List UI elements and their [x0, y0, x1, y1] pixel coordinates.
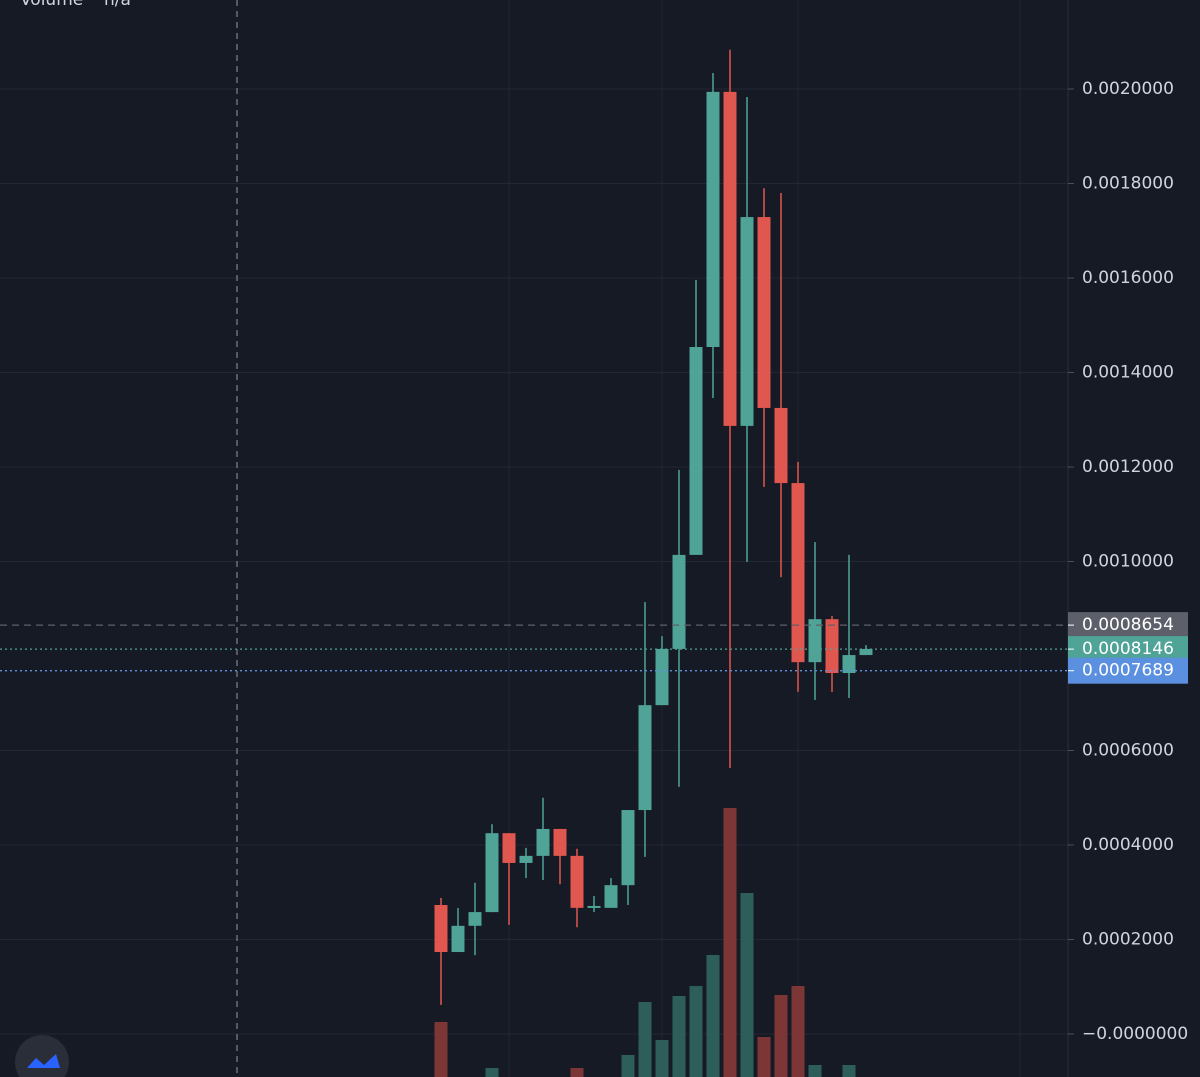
price-label: 0.0007689 — [1082, 661, 1174, 681]
volume-bar — [757, 1037, 771, 1077]
y-tick-label: 0.0022000 — [1082, 0, 1174, 5]
y-tick-label: 0.0020000 — [1082, 79, 1174, 99]
candle-body — [502, 833, 516, 863]
volume-bar — [791, 986, 805, 1077]
candle-body — [621, 810, 635, 886]
volume-bar — [570, 1068, 584, 1077]
volume-bar — [723, 808, 737, 1077]
candle-body — [485, 833, 499, 913]
y-tick-label: 0.0016000 — [1082, 268, 1174, 288]
candle-body — [434, 905, 448, 953]
candle-body — [757, 217, 771, 408]
logo-icon[interactable] — [27, 1054, 60, 1068]
price-label-box — [1068, 657, 1188, 684]
candle-body — [451, 925, 465, 953]
volume-bar — [808, 1065, 822, 1077]
volume-bar — [842, 1065, 856, 1077]
y-tick-label: 0.0010000 — [1082, 552, 1174, 572]
volume-bar — [434, 1022, 448, 1077]
volume-bar — [621, 1055, 635, 1077]
volume-bar — [655, 1040, 669, 1077]
volume-bar — [774, 995, 788, 1077]
candle-body — [604, 885, 618, 908]
candle-body — [519, 855, 533, 863]
candle-body — [859, 648, 873, 656]
candle-body — [672, 554, 686, 649]
candle-body — [825, 619, 839, 674]
y-tick-label: 0.0018000 — [1082, 174, 1174, 194]
y-tick-label: 0.0002000 — [1082, 930, 1174, 950]
price-label: 0.0008146 — [1082, 639, 1174, 659]
y-tick-label: 0.0012000 — [1082, 457, 1174, 477]
candle-body — [774, 407, 788, 484]
price-label: 0.0008654 — [1082, 615, 1174, 635]
volume-bar — [638, 1002, 652, 1077]
candle-body — [655, 648, 669, 706]
candle-body — [842, 655, 856, 674]
candle-body — [536, 828, 550, 856]
volume-bar — [689, 986, 703, 1077]
y-tick-label: 0.0006000 — [1082, 741, 1174, 761]
candle-body — [553, 828, 567, 856]
candle-body — [570, 855, 584, 908]
volume-value: n/a — [104, 0, 131, 10]
candle-body — [587, 905, 601, 908]
candle-body — [706, 91, 720, 347]
candle-body — [468, 912, 482, 926]
y-tick-label: −0.0000000 — [1082, 1024, 1188, 1044]
y-tick-label: 0.0014000 — [1082, 363, 1174, 383]
candle-body — [638, 705, 652, 811]
volume-bar — [485, 1068, 499, 1077]
candle-body — [740, 217, 754, 426]
volume-bar — [706, 955, 720, 1077]
candle-body — [791, 483, 805, 663]
candle-body — [689, 346, 703, 555]
logo[interactable] — [15, 1035, 69, 1077]
candle-body — [808, 619, 822, 663]
price-label-box — [1068, 612, 1188, 639]
volume-bar — [672, 996, 686, 1077]
volume-label: Volume — [20, 0, 83, 10]
y-tick-label: 0.0004000 — [1082, 835, 1174, 855]
candle-body — [723, 91, 737, 426]
volume-bar — [740, 893, 754, 1077]
